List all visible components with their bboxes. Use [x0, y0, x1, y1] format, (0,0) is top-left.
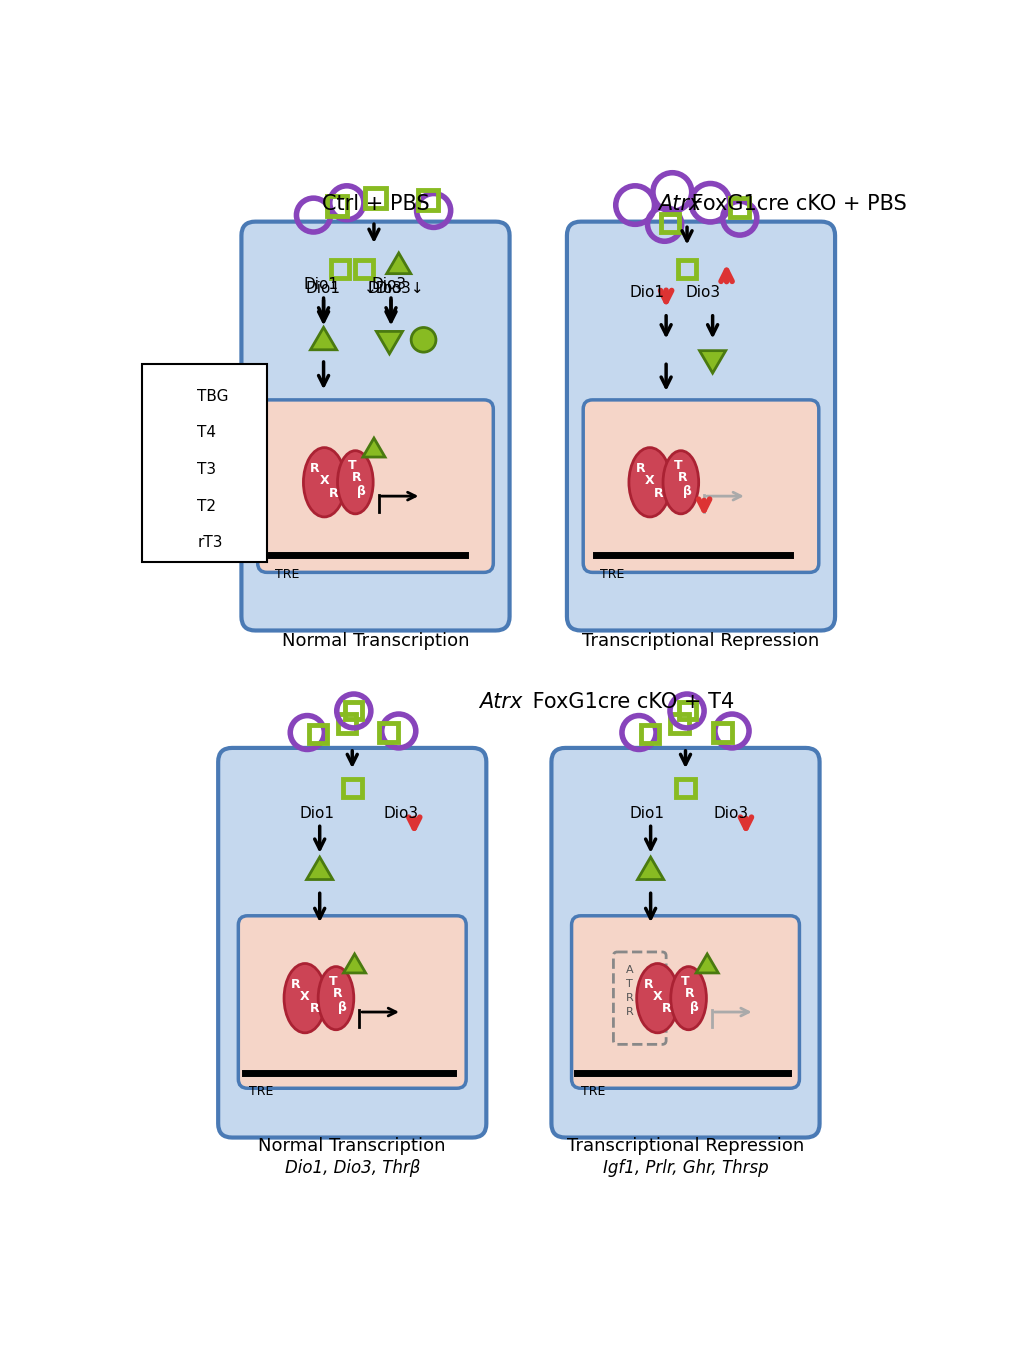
Text: ↓Dio3↓: ↓Dio3↓	[364, 281, 424, 296]
Text: T: T	[328, 975, 337, 987]
Text: T: T	[673, 458, 682, 472]
Text: R: R	[654, 487, 663, 499]
Text: Dio3: Dio3	[383, 805, 418, 820]
Text: R: R	[661, 1002, 672, 1016]
Text: Atrx: Atrx	[479, 693, 522, 712]
FancyBboxPatch shape	[551, 749, 819, 1138]
Text: R: R	[310, 462, 320, 475]
Text: R: R	[328, 487, 338, 499]
Text: Dio3: Dio3	[685, 285, 719, 300]
Text: FoxG1cre cKO + PBS: FoxG1cre cKO + PBS	[685, 194, 906, 213]
Polygon shape	[163, 458, 184, 477]
Ellipse shape	[303, 447, 345, 517]
Circle shape	[411, 328, 435, 353]
Text: R: R	[685, 987, 694, 1001]
Ellipse shape	[318, 967, 354, 1029]
Text: R: R	[626, 993, 633, 1003]
Polygon shape	[163, 536, 184, 555]
Text: TRE: TRE	[249, 1085, 273, 1098]
Polygon shape	[363, 438, 384, 457]
Text: TRE: TRE	[274, 568, 299, 580]
FancyBboxPatch shape	[258, 400, 493, 572]
Text: β: β	[357, 485, 366, 498]
Ellipse shape	[283, 964, 326, 1033]
Ellipse shape	[671, 967, 706, 1029]
FancyBboxPatch shape	[242, 221, 510, 631]
Text: β: β	[690, 1001, 699, 1014]
Text: Igf1, Prlr, Ghr, Thrsp: Igf1, Prlr, Ghr, Thrsp	[602, 1159, 767, 1177]
Polygon shape	[386, 254, 411, 274]
Text: Transcriptional Repression: Transcriptional Repression	[582, 632, 819, 651]
Text: TRE: TRE	[580, 1085, 604, 1098]
Text: Dio1: Dio1	[629, 285, 664, 300]
Text: Ctrl + PBS: Ctrl + PBS	[321, 194, 429, 213]
Text: Transcriptional Repression: Transcriptional Repression	[567, 1136, 803, 1155]
Text: R: R	[309, 1002, 319, 1016]
Ellipse shape	[337, 450, 373, 514]
Ellipse shape	[662, 450, 698, 514]
Circle shape	[165, 499, 182, 515]
Text: R: R	[290, 978, 301, 991]
Text: Dio1: Dio1	[629, 805, 664, 820]
Ellipse shape	[636, 964, 678, 1033]
Text: TRE: TRE	[599, 568, 624, 580]
Text: R: R	[626, 1008, 633, 1017]
Text: T: T	[347, 458, 357, 472]
Polygon shape	[343, 955, 365, 974]
Text: Normal Transcription: Normal Transcription	[258, 1136, 445, 1155]
Text: Dio1, Dio3, Thrβ: Dio1, Dio3, Thrβ	[284, 1159, 420, 1177]
Text: β: β	[682, 485, 691, 498]
Text: Dio3: Dio3	[368, 281, 403, 296]
FancyBboxPatch shape	[571, 915, 799, 1089]
Text: rT3: rT3	[197, 534, 222, 549]
Text: X: X	[300, 990, 310, 1003]
Text: A: A	[626, 965, 633, 975]
Text: T2: T2	[197, 499, 216, 514]
Text: Dio1: Dio1	[306, 281, 340, 296]
Ellipse shape	[629, 447, 671, 517]
Polygon shape	[376, 331, 403, 354]
Text: X: X	[644, 475, 654, 487]
Polygon shape	[637, 857, 663, 880]
Text: Dio1: Dio1	[300, 805, 334, 820]
Text: T3: T3	[197, 462, 216, 477]
Text: Dio1: Dio1	[303, 277, 338, 292]
Text: Normal Transcription: Normal Transcription	[281, 632, 469, 651]
Text: X: X	[652, 990, 661, 1003]
Text: R: R	[643, 978, 652, 991]
Text: Dio3: Dio3	[712, 805, 748, 820]
Text: R: R	[332, 987, 342, 1001]
Text: R: R	[352, 471, 362, 484]
Text: T: T	[681, 975, 689, 987]
FancyBboxPatch shape	[218, 749, 486, 1138]
Text: T4: T4	[197, 426, 216, 441]
FancyBboxPatch shape	[567, 221, 835, 631]
FancyBboxPatch shape	[238, 915, 466, 1089]
Text: T: T	[626, 979, 633, 990]
FancyBboxPatch shape	[142, 365, 267, 561]
Text: TBG: TBG	[197, 389, 228, 404]
Text: Dio3: Dio3	[371, 277, 407, 292]
Polygon shape	[699, 351, 725, 373]
Text: FoxG1cre cKO + T4: FoxG1cre cKO + T4	[526, 693, 734, 712]
Text: β: β	[337, 1001, 346, 1014]
Polygon shape	[307, 857, 332, 880]
Polygon shape	[695, 955, 717, 974]
Text: R: R	[677, 471, 687, 484]
Text: X: X	[319, 475, 329, 487]
Polygon shape	[310, 327, 336, 350]
Text: R: R	[635, 462, 645, 475]
Text: Atrx: Atrx	[657, 194, 701, 213]
FancyBboxPatch shape	[583, 400, 818, 572]
